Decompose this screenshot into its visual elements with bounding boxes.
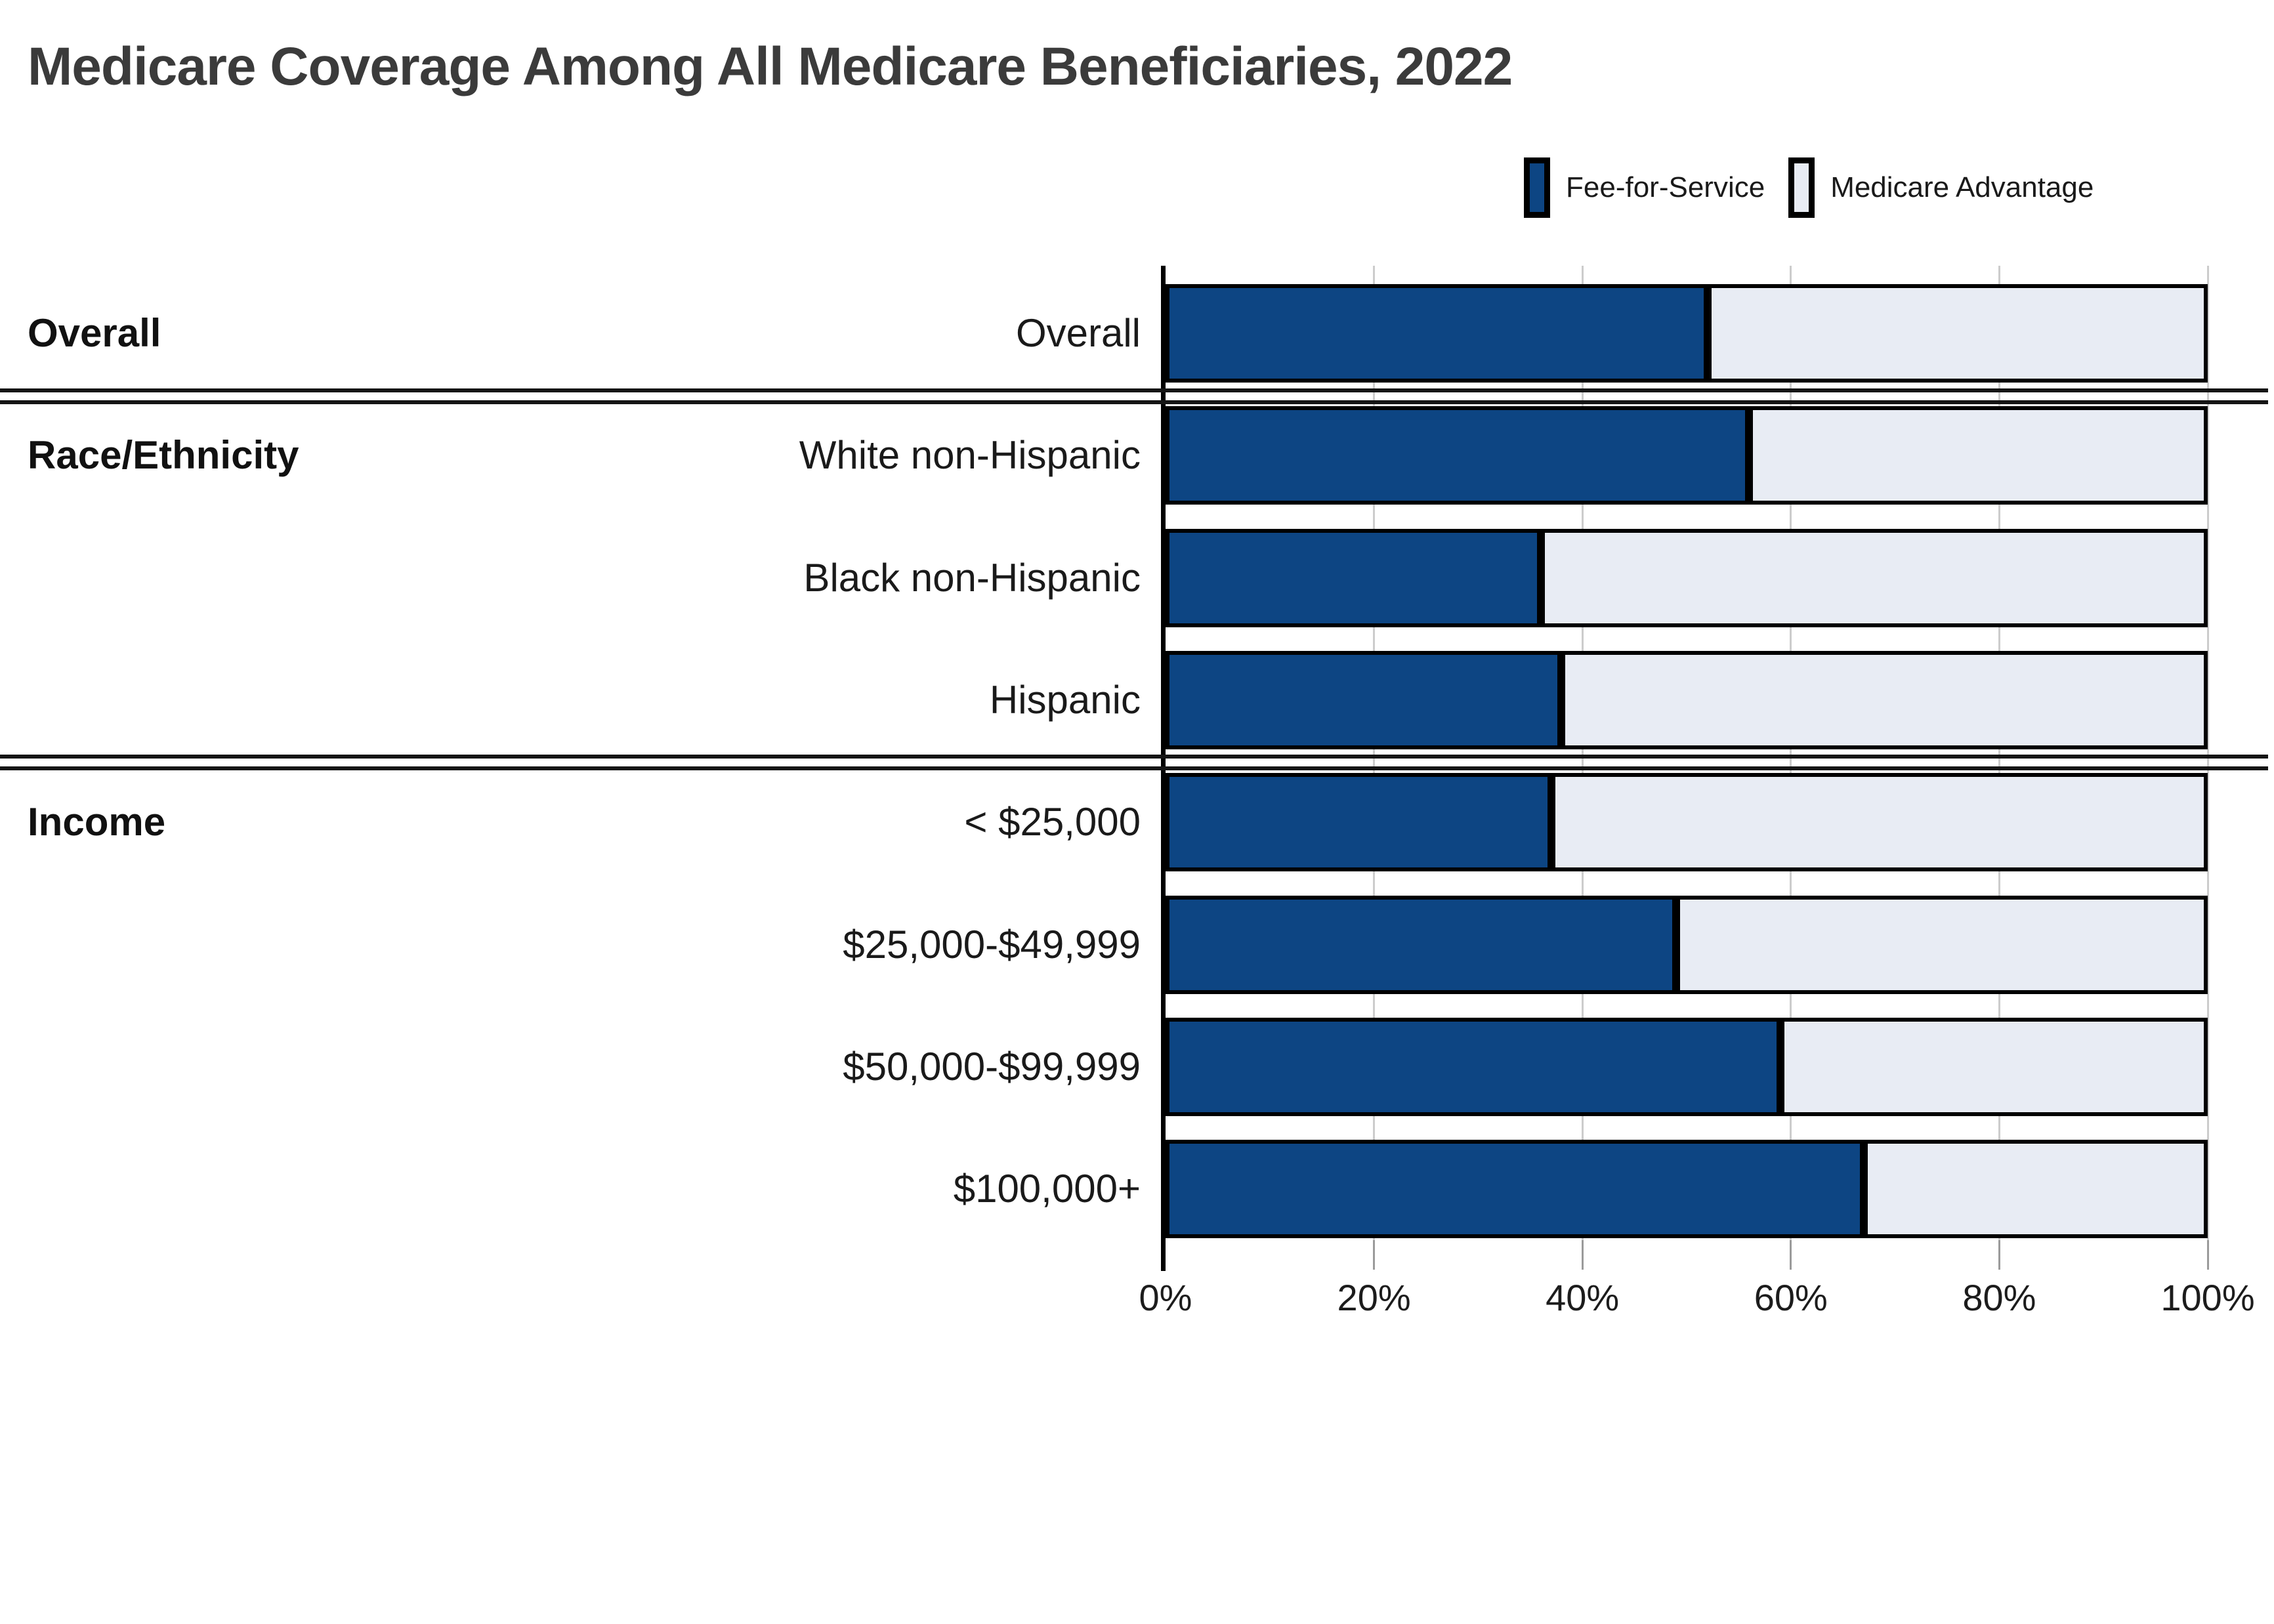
section-label-income: Income xyxy=(28,800,166,844)
row-label-black-non-hispanic: Black non-Hispanic xyxy=(803,555,1141,600)
row-label-white-non-hispanic: White non-Hispanic xyxy=(799,433,1141,478)
bar-row-hispanic xyxy=(1166,650,2208,749)
gridline-80 xyxy=(1998,266,2000,1240)
x-tick-label-100: 100% xyxy=(2160,1277,2255,1318)
row-label-25-000: < $25,000 xyxy=(964,800,1141,844)
bar-segment-medicare-advantage xyxy=(1551,773,2208,872)
section-label-overall: Overall xyxy=(28,311,161,355)
bar-segment-medicare-advantage xyxy=(1561,650,2208,749)
gridline-20 xyxy=(1373,266,1376,1240)
legend-swatch-medicare-advantage xyxy=(1788,157,1815,218)
x-tick-label-20: 20% xyxy=(1337,1277,1411,1318)
bar-segment-fee-for-service xyxy=(1166,650,1562,749)
legend-item-medicare-advantage: Medicare Advantage xyxy=(1788,157,2094,218)
row-label-100-000: $100,000+ xyxy=(953,1167,1141,1211)
bar-segment-medicare-advantage xyxy=(1780,1017,2208,1116)
gridline-40 xyxy=(1581,266,1584,1240)
x-tick-100 xyxy=(2206,1240,2209,1270)
bar-segment-fee-for-service xyxy=(1166,1140,1864,1239)
gridline-100 xyxy=(2206,266,2209,1240)
x-tick-60 xyxy=(1790,1240,1792,1270)
bar-row-overall xyxy=(1166,284,2208,383)
row-label-overall: Overall xyxy=(1015,311,1141,355)
legend-label-medicare-advantage: Medicare Advantage xyxy=(1830,171,2094,203)
bar-segment-fee-for-service xyxy=(1166,773,1551,872)
bar-segment-medicare-advantage xyxy=(1676,895,2208,994)
x-tick-label-60: 60% xyxy=(1754,1277,1828,1318)
gridline-60 xyxy=(1790,266,1792,1240)
bar-row-black-non-hispanic xyxy=(1166,528,2208,627)
chart-title: Medicare Coverage Among All Medicare Ben… xyxy=(28,37,1513,96)
legend-item-fee-for-service: Fee-for-Service xyxy=(1524,157,1765,218)
section-divider-2 xyxy=(0,755,2268,770)
bar-segment-fee-for-service xyxy=(1166,528,1541,627)
bar-segment-medicare-advantage xyxy=(1707,284,2208,383)
bar-segment-fee-for-service xyxy=(1166,895,1677,994)
bar-row-25-000 xyxy=(1166,773,2208,872)
row-label-50-000-99-999: $50,000-$99,999 xyxy=(843,1044,1141,1089)
plot-area xyxy=(1161,266,2209,1271)
bar-row-white-non-hispanic xyxy=(1166,406,2208,505)
legend-swatch-fee-for-service xyxy=(1524,157,1550,218)
bar-row-100-000 xyxy=(1166,1140,2208,1239)
bar-segment-fee-for-service xyxy=(1166,406,1750,505)
x-tick-label-0: 0% xyxy=(1139,1277,1192,1318)
section-label-race-ethnicity: Race/Ethnicity xyxy=(28,433,299,478)
bar-segment-medicare-advantage xyxy=(1863,1140,2208,1239)
legend-label-fee-for-service: Fee-for-Service xyxy=(1566,171,1765,203)
x-tick-20 xyxy=(1373,1240,1376,1270)
bar-row-25-000-49-999 xyxy=(1166,895,2208,994)
x-tick-40 xyxy=(1581,1240,1584,1270)
row-label-25-000-49-999: $25,000-$49,999 xyxy=(843,922,1141,967)
section-divider-1 xyxy=(0,388,2268,404)
row-label-column: Overall White non-Hispanic Black non-Hispa… xyxy=(0,266,1152,1240)
bar-segment-medicare-advantage xyxy=(1540,528,2208,627)
bar-segment-fee-for-service xyxy=(1166,284,1708,383)
x-tick-label-80: 80% xyxy=(1962,1277,2036,1318)
legend: Fee-for-Service Medicare Advantage xyxy=(1524,157,2094,218)
x-tick-80 xyxy=(1998,1240,2000,1270)
row-label-hispanic: Hispanic xyxy=(989,677,1141,722)
bar-segment-fee-for-service xyxy=(1166,1017,1780,1116)
bar-row-50-000-99-999 xyxy=(1166,1017,2208,1116)
bar-segment-medicare-advantage xyxy=(1749,406,2208,505)
x-tick-label-40: 40% xyxy=(1546,1277,1620,1318)
